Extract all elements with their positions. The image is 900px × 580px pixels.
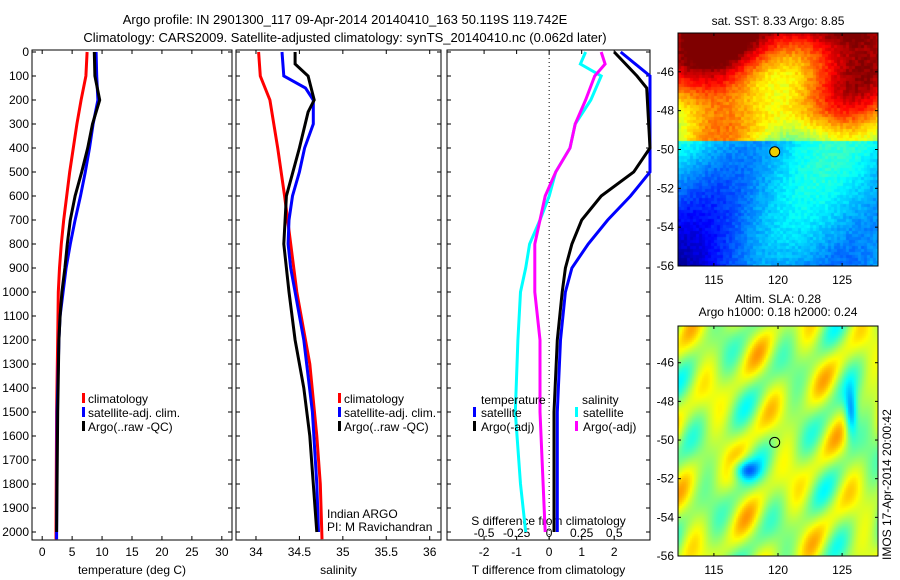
x-axis-label: salinity <box>320 563 357 577</box>
x-tick-label: 0 <box>546 545 553 559</box>
legend-swatch <box>338 407 341 417</box>
x-tick-label: 2 <box>611 545 618 559</box>
y-tick-label: 600 <box>9 189 29 203</box>
y-tick-label: 100 <box>9 69 29 83</box>
s-diff-tick-label: 0 <box>546 526 553 540</box>
series-line-argo---raw--qc- <box>55 51 102 533</box>
s-diff-tick-label: 0.5 <box>606 526 623 540</box>
legend-label: Argo(-adj) <box>583 420 636 434</box>
y-tick-label: 2000 <box>2 525 29 539</box>
x-tick-label: 25 <box>185 545 199 559</box>
y-tick-label: 300 <box>9 117 29 131</box>
legend-label: Argo(..raw -QC) <box>344 420 429 434</box>
s-diff-tick-label: -0.25 <box>503 526 531 540</box>
s-diff-tick-label: 0.25 <box>570 526 594 540</box>
legend-swatch <box>473 421 476 431</box>
series-line-climatology <box>257 51 324 540</box>
x-tick-label: 35.5 <box>375 545 399 559</box>
x-tick-label: 20 <box>155 545 169 559</box>
y-tick-label: 1700 <box>2 453 29 467</box>
y-tick-label: 800 <box>9 237 29 251</box>
legend-title-salinity: salinity <box>582 393 619 407</box>
legend-label: satellite <box>481 406 522 420</box>
y-tick-label: 0 <box>22 45 29 59</box>
legend-swatch <box>575 407 578 417</box>
sla-map-title-2: Argo h1000: 0.18 h2000: 0.24 <box>699 305 858 319</box>
imos-watermark: IMOS 17-Apr-2014 20:00:42 <box>880 409 894 560</box>
y-tick-label: 900 <box>9 261 29 275</box>
x-axis-label: temperature (deg C) <box>78 563 186 577</box>
y-tick-label: 1000 <box>2 285 29 299</box>
legend-label: climatology <box>344 392 404 406</box>
x-tick-label: 34.5 <box>288 545 312 559</box>
legend-swatch <box>575 421 578 431</box>
x-tick-label: 35 <box>336 545 350 559</box>
title-line-2: Climatology: CARS2009. Satellite-adjuste… <box>83 30 606 45</box>
x-tick-label: -1 <box>511 545 522 559</box>
annotation-line-2: PI: M Ravichandran <box>327 520 432 534</box>
series-line-satellite <box>555 50 652 532</box>
y-tick-label: 1900 <box>2 501 29 515</box>
legend-label: satellite-adj. clim. <box>344 406 436 420</box>
y-tick-label: 1300 <box>2 357 29 371</box>
series-line-satellite-adj--clim- <box>280 51 320 533</box>
series-line-argo---raw--qc- <box>282 52 319 533</box>
panel-1-axes <box>31 49 233 541</box>
legend-label: Argo(-adj) <box>481 420 534 434</box>
legend-swatch <box>82 393 85 403</box>
x-tick-label: 5 <box>69 545 76 559</box>
x-tick-label: 0 <box>39 545 46 559</box>
s-diff-axis-label: S difference from climatology <box>471 514 626 528</box>
y-tick-label: 400 <box>9 141 29 155</box>
x-tick-label: 36 <box>423 545 437 559</box>
series-line-argo--adj- <box>533 51 607 533</box>
y-tick-label: 1100 <box>3 309 29 323</box>
legend-title-temperature: temperature <box>481 393 546 407</box>
series-line-satellite <box>513 51 604 533</box>
legend-swatch <box>338 421 341 431</box>
y-tick-label: 1200 <box>2 333 29 347</box>
y-tick-label: 1800 <box>2 477 29 491</box>
s-diff-tick-label: -0.5 <box>474 526 495 540</box>
legend-label: satellite-adj. clim. <box>88 406 180 420</box>
y-tick-label: 1500 <box>2 405 29 419</box>
legend-swatch <box>82 407 85 417</box>
title-line-1: Argo profile: IN 2901300_117 09-Apr-2014… <box>123 12 568 27</box>
x-tick-label: 30 <box>215 545 229 559</box>
y-tick-label: 200 <box>9 93 29 107</box>
y-tick-label: 1400 <box>2 381 29 395</box>
legend-label: climatology <box>88 392 148 406</box>
x-tick-label: 1 <box>578 545 585 559</box>
x-tick-label: 10 <box>95 545 109 559</box>
series-line-argo--adj- <box>552 50 652 532</box>
y-tick-label: 1600 <box>2 429 29 443</box>
legend-label: Argo(..raw -QC) <box>88 420 173 434</box>
legend-swatch <box>82 421 85 431</box>
x-tick-label: 15 <box>125 545 139 559</box>
sst-map-title: sat. SST: 8.33 Argo: 8.85 <box>712 14 845 28</box>
panel-2-axes <box>235 49 442 541</box>
sla-map-title-1: Altim. SLA: 0.28 <box>735 292 821 306</box>
x-tick-label: 34 <box>249 545 263 559</box>
legend-label: satellite <box>583 406 624 420</box>
x-tick-label: -2 <box>479 545 490 559</box>
legend-swatch <box>473 407 476 417</box>
annotation-line-1: Indian ARGO <box>327 507 398 521</box>
y-tick-label: 700 <box>9 213 29 227</box>
sla-map <box>678 326 878 556</box>
legend-swatch <box>338 393 341 403</box>
y-tick-label: 500 <box>9 165 29 179</box>
x-axis-label: T difference from climatology <box>472 563 626 577</box>
sst-map <box>678 33 878 266</box>
panel-3-axes <box>446 49 651 541</box>
